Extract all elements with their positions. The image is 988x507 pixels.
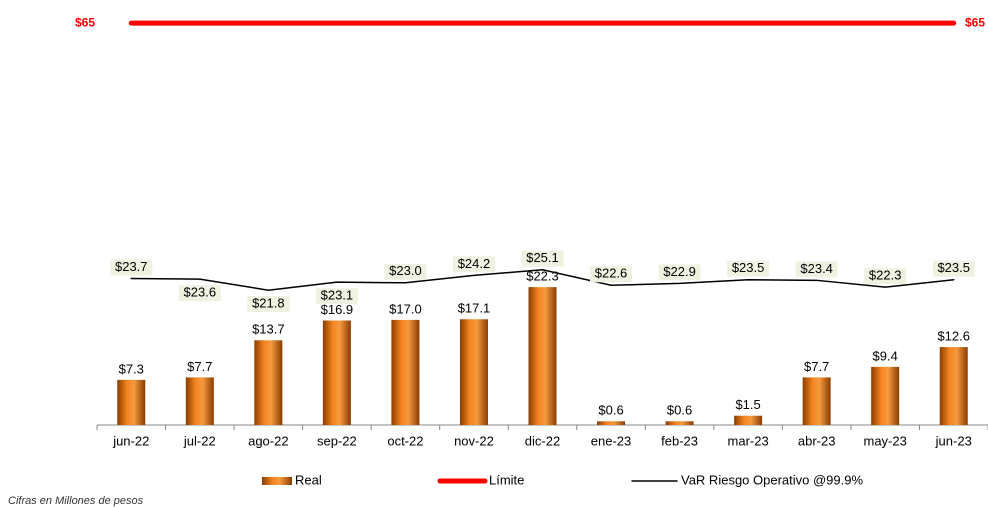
legend-label: Real (295, 472, 322, 487)
bar (391, 319, 420, 425)
bar (665, 421, 694, 425)
x-tick-label: may-23 (864, 433, 907, 448)
x-tick-label: feb-23 (661, 433, 698, 448)
bar-label: $13.7 (252, 322, 285, 337)
legend-label: VaR Riesgo Operativo @99.9% (681, 472, 863, 487)
x-tick-label: ago-22 (248, 433, 288, 448)
limit-label: $65 (75, 15, 95, 29)
x-tick-label: dic-22 (525, 433, 560, 448)
bar-label: $0.6 (598, 403, 623, 418)
bar-label: $17.0 (389, 301, 422, 316)
label-box (795, 261, 838, 278)
label-box (315, 288, 358, 305)
line-label: $23.1 (321, 288, 354, 303)
line-label: $22.9 (663, 264, 696, 279)
bar (254, 340, 283, 425)
line-label: $22.3 (869, 268, 902, 283)
legend-swatch (262, 477, 292, 485)
bar-label: $7.7 (804, 359, 829, 374)
label-box (590, 266, 633, 283)
bar-label: $9.4 (873, 348, 898, 363)
legend-label: Límite (489, 472, 524, 487)
label-box (178, 285, 221, 302)
label-box (110, 259, 153, 276)
bar-label: $7.3 (119, 361, 144, 376)
label-box (247, 296, 290, 313)
line-label: $23.0 (389, 263, 422, 278)
limit-label: $65 (965, 15, 985, 29)
bar (459, 319, 488, 425)
label-box (452, 256, 495, 273)
bar (322, 320, 351, 425)
line-label: $22.6 (595, 266, 628, 281)
bar (939, 347, 968, 425)
line-label: $21.8 (252, 296, 285, 311)
line-label: $23.7 (115, 259, 148, 274)
bar (802, 377, 831, 425)
bar-label: $7.7 (187, 359, 212, 374)
bar (597, 421, 626, 425)
footnote: Cifras en Millones de pesos (8, 495, 144, 507)
label-box (932, 260, 975, 277)
label-box (658, 264, 701, 281)
bar-label: $16.9 (321, 302, 354, 317)
bar (185, 377, 214, 425)
label-box (384, 263, 427, 280)
x-tick-label: jul-22 (183, 433, 216, 448)
x-tick-label: abr-23 (798, 433, 836, 448)
bar (734, 415, 763, 425)
bar-label: $12.6 (937, 329, 970, 344)
bar (117, 379, 146, 425)
line-label: $23.4 (800, 261, 833, 276)
line-label: $23.5 (937, 260, 970, 275)
bar-label: $1.5 (735, 397, 760, 412)
x-tick-label: nov-22 (454, 433, 494, 448)
x-tick-label: mar-23 (728, 433, 769, 448)
line-label: $25.1 (526, 250, 559, 265)
bar (871, 366, 900, 425)
x-tick-label: jun-22 (112, 433, 149, 448)
x-tick-label: oct-22 (387, 433, 423, 448)
label-box (521, 250, 564, 267)
x-tick-label: sep-22 (317, 433, 357, 448)
bar-label: $17.1 (458, 301, 491, 316)
line-label: $23.6 (184, 285, 217, 300)
bar (528, 287, 557, 425)
x-tick-label: jun-23 (935, 433, 972, 448)
label-box (864, 268, 907, 285)
line (130, 269, 955, 291)
label-box (727, 260, 770, 277)
x-tick-label: ene-23 (591, 433, 631, 448)
line-label: $24.2 (458, 256, 491, 271)
line-label: $23.5 (732, 260, 765, 275)
bar-label: $0.6 (667, 403, 692, 418)
